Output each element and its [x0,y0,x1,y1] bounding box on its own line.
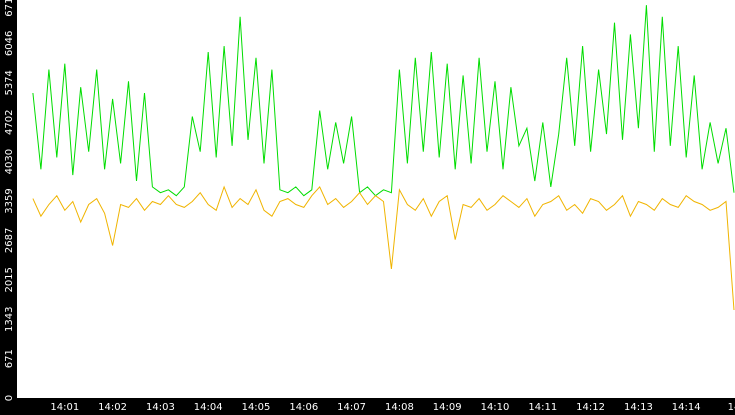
series-line [32,5,735,197]
x-tick-label: 14:02 [98,402,127,413]
y-tick-label: 6718 [4,0,15,17]
x-tick-label: 14:06 [289,402,318,413]
x-tick-label: 14:11 [528,402,557,413]
x-axis-strip [0,398,735,415]
x-tick-label: 14:13 [624,402,653,413]
x-tick-label: 14:03 [146,402,175,413]
y-tick-label: 4030 [4,149,15,174]
x-tick-label: 14:05 [242,402,271,413]
x-tick-label: 14:01 [50,402,79,413]
y-axis-strip [0,0,17,415]
x-tick-label: 14 [728,402,735,413]
y-tick-label: 5374 [4,70,15,95]
x-tick-label: 14:08 [385,402,414,413]
y-tick-label: 6046 [4,31,15,56]
y-tick-label: 2687 [4,228,15,253]
x-tick-label: 14:09 [433,402,462,413]
y-tick-label: 4702 [4,110,15,135]
y-tick-label: 671 [4,349,15,368]
x-tick-label: 14:10 [481,402,510,413]
series-line [32,185,735,311]
y-tick-label: 1343 [4,307,15,332]
x-tick-label: 14:07 [337,402,366,413]
x-tick-label: 14:12 [576,402,605,413]
x-tick-label: 14:04 [194,402,223,413]
y-tick-label: 2015 [4,267,15,292]
x-tick-label: 14:14 [672,402,701,413]
y-tick-label: 3359 [4,188,15,213]
y-tick-label: 0 [4,395,15,401]
